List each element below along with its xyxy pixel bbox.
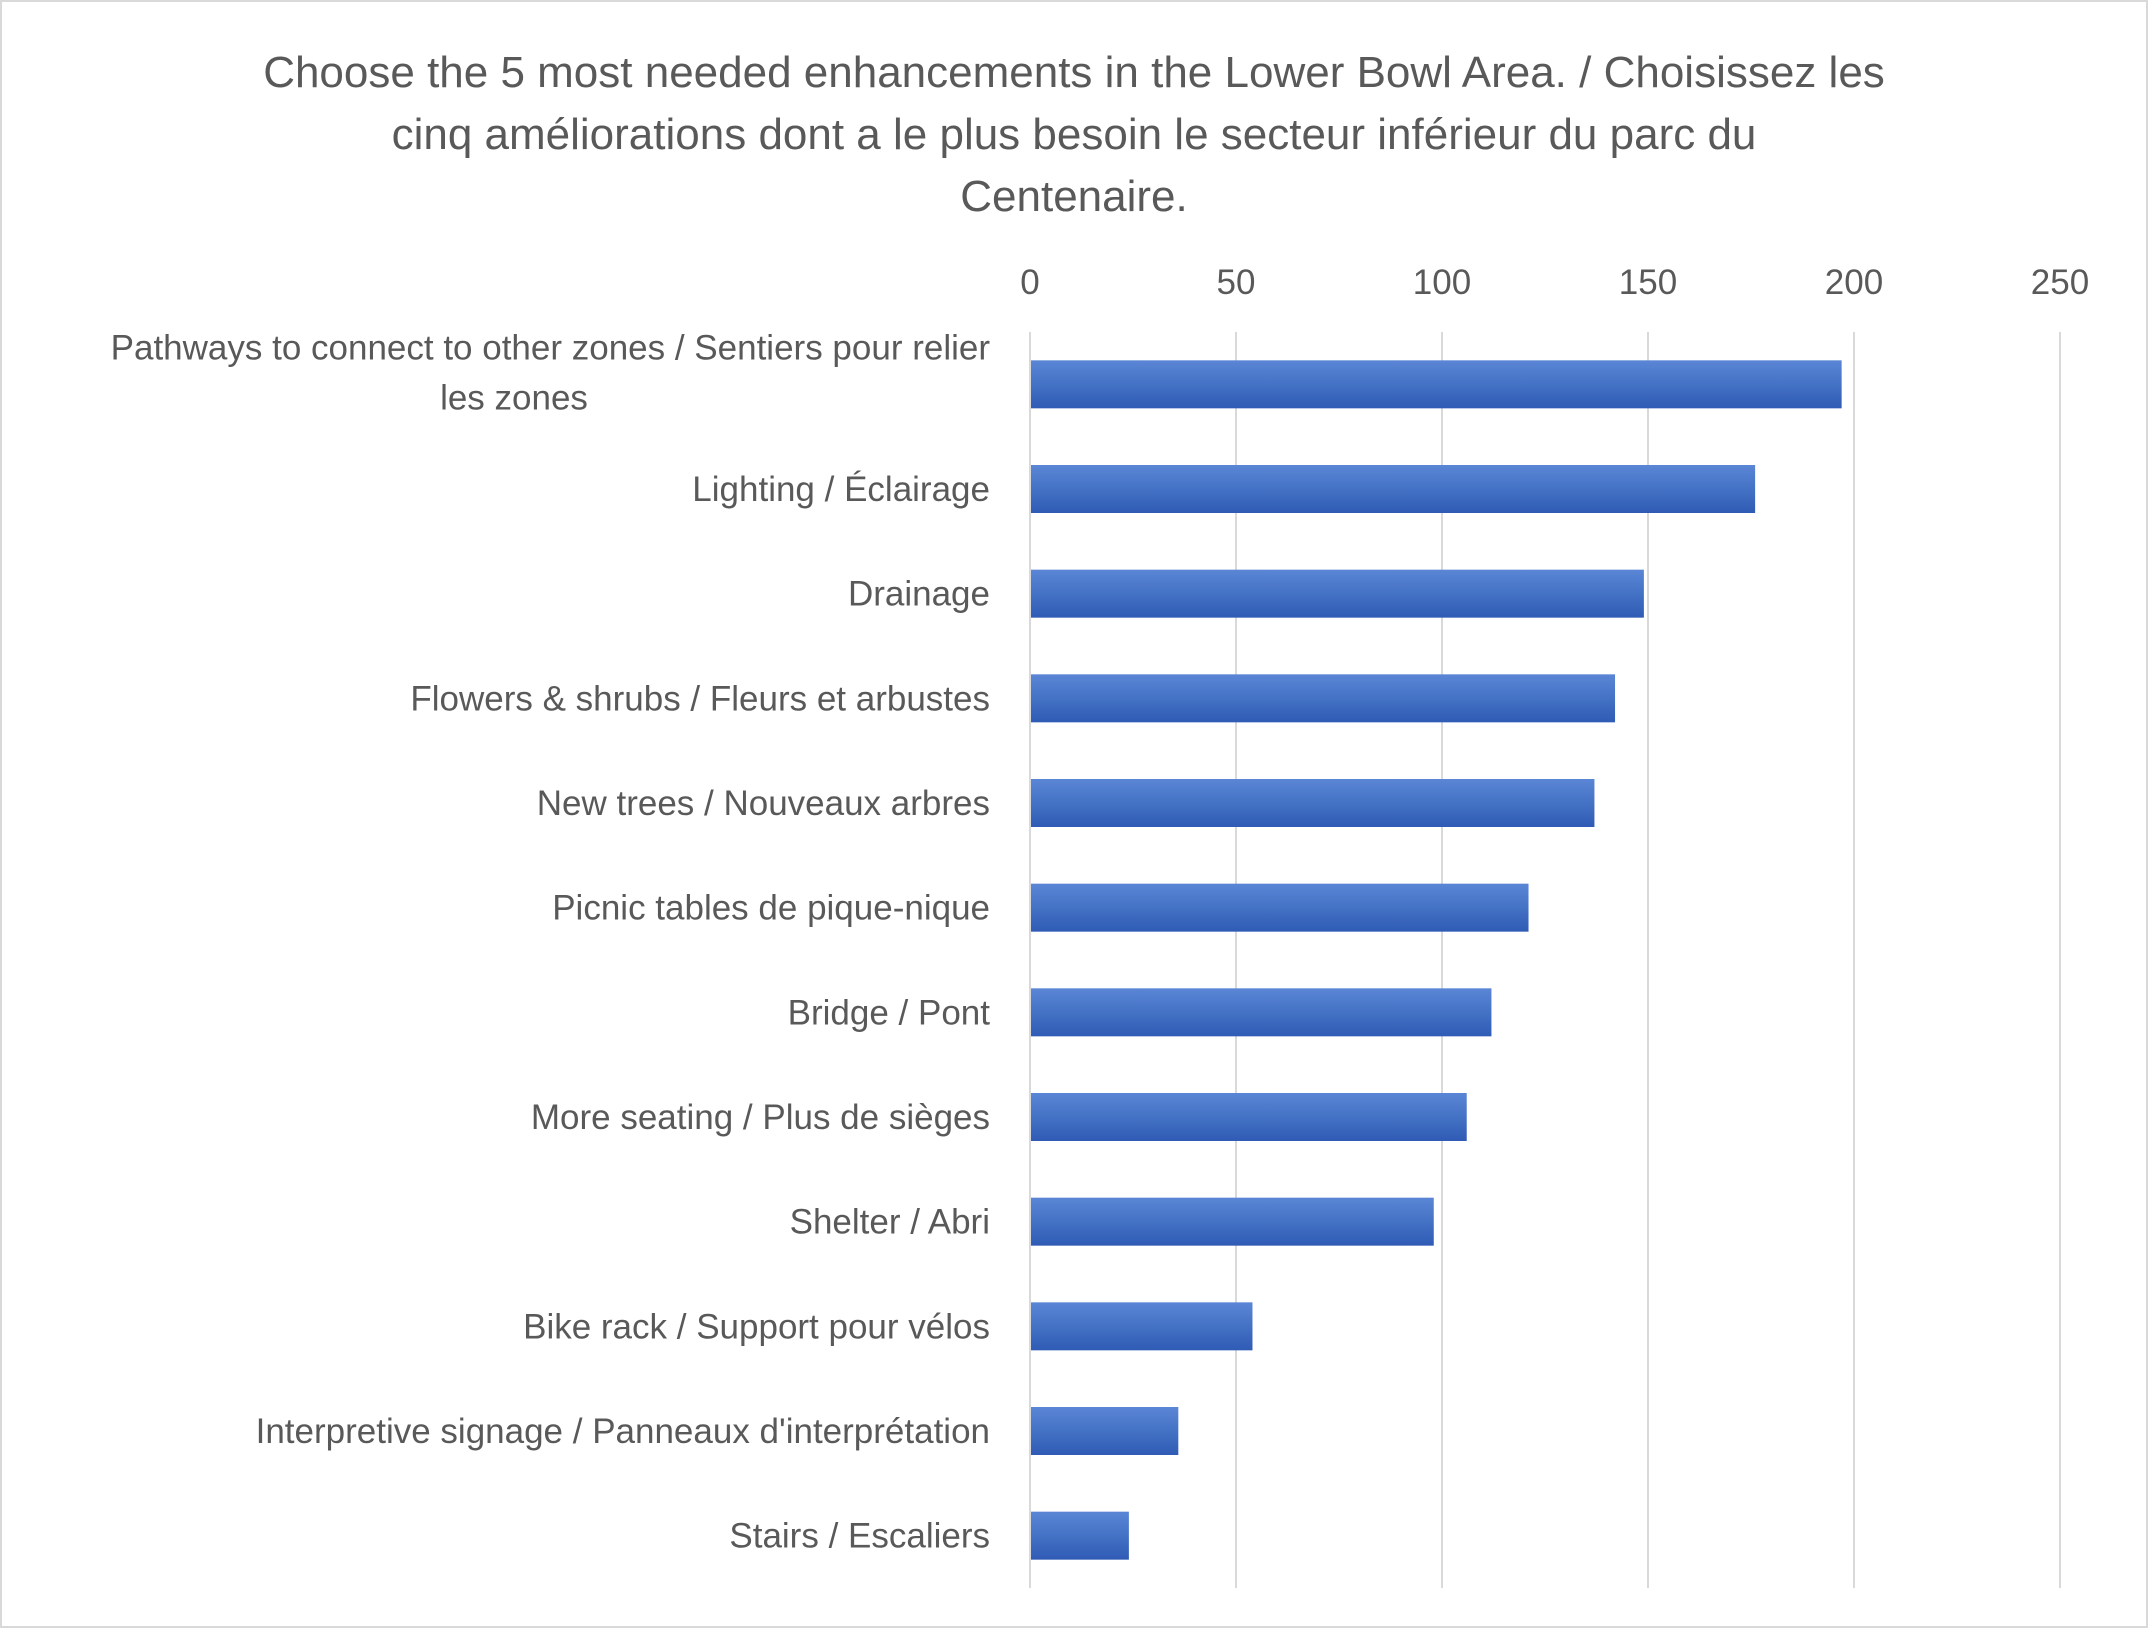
category-label: Bike rack / Support pour vélos [523, 1307, 990, 1346]
bar [1031, 569, 1644, 618]
x-tick-label: 200 [1825, 263, 1883, 302]
category-label: Shelter / Abri [790, 1203, 990, 1242]
bar [1031, 360, 1842, 409]
x-tick-label: 100 [1413, 263, 1471, 302]
category-label: Flowers & shrubs / Fleurs et arbustes [410, 679, 990, 718]
category-label: New trees / Nouveaux arbres [537, 784, 990, 823]
chart-title: Choose the 5 most needed enhancements in… [202, 42, 1946, 228]
bar [1031, 1093, 1467, 1141]
category-label: Drainage [848, 575, 990, 614]
category-label: Interpretive signage / Panneaux d'interp… [256, 1412, 990, 1451]
x-tick-label: 0 [1020, 263, 1039, 302]
bar [1031, 1197, 1434, 1246]
bar [1031, 674, 1616, 723]
category-label: More seating / Plus de sièges [531, 1098, 990, 1137]
category-label: Bridge / Pont [788, 993, 991, 1032]
x-tick-label: 50 [1217, 263, 1256, 302]
x-tick-label: 250 [2031, 263, 2089, 302]
category-label: Pathways to connect to other zones / Sen… [111, 328, 991, 417]
category-label: Stairs / Escaliers [729, 1517, 990, 1556]
bar [1031, 1511, 1129, 1560]
chart-title-line: Centenaire. [960, 172, 1188, 221]
bar [1031, 465, 1756, 513]
bar [1031, 779, 1595, 827]
category-label-line: les zones [440, 378, 588, 417]
bar [1031, 1302, 1253, 1351]
chart-title-line: cinq améliorations dont a le plus besoin… [391, 110, 1757, 159]
bar [1031, 883, 1529, 932]
chart-title-line: Choose the 5 most needed enhancements in… [263, 48, 1885, 97]
bar [1031, 1407, 1179, 1455]
category-label-line: Pathways to connect to other zones / Sen… [111, 328, 991, 367]
x-tick-label: 150 [1619, 263, 1677, 302]
category-label: Lighting / Éclairage [692, 470, 990, 509]
bar [1031, 988, 1492, 1037]
category-label: Picnic tables de pique-nique [552, 889, 990, 928]
